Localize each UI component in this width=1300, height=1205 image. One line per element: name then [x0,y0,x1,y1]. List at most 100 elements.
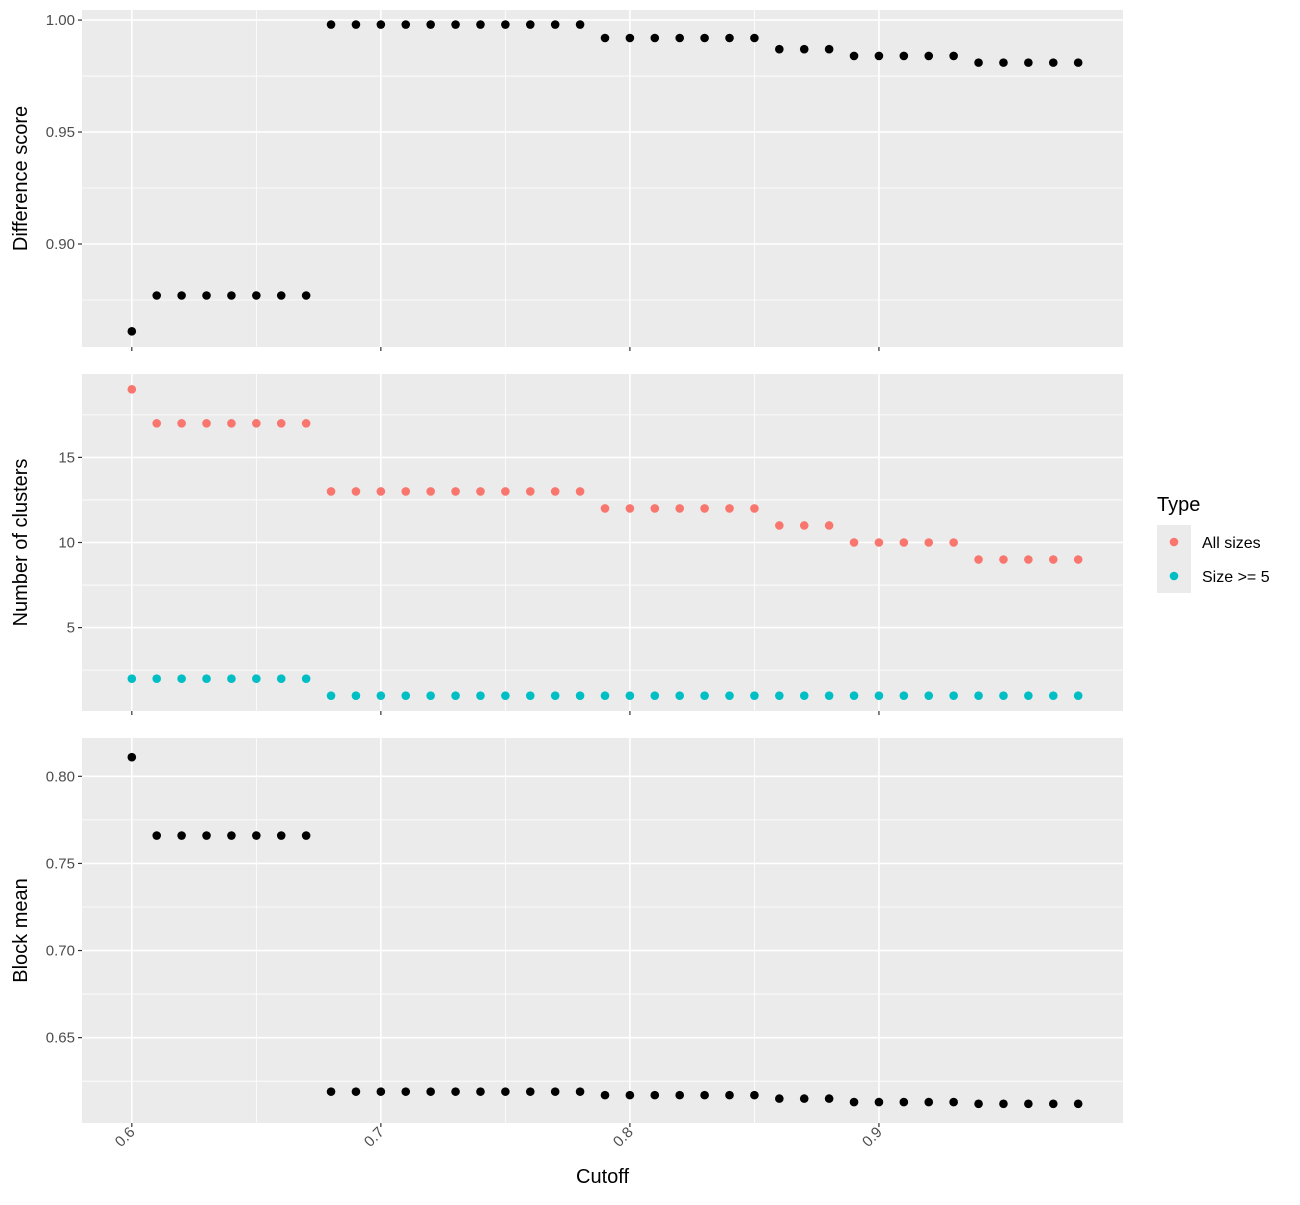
y-tick-label: 0.80 [46,768,75,785]
data-point [725,33,734,43]
data-point [899,691,909,700]
data-point [376,20,386,29]
data-point [775,521,784,530]
data-point [974,555,983,564]
data-point [675,504,685,513]
data-point [451,20,460,29]
data-point [252,291,261,300]
data-point [501,487,510,496]
data-point [202,831,211,840]
data-point [924,691,934,700]
data-point [202,291,211,300]
data-point [725,691,734,700]
data-point [1024,58,1033,67]
data-point [675,33,685,43]
data-point [949,538,958,547]
data-point [1024,555,1033,564]
data-point [501,691,510,700]
data-point [1073,555,1083,564]
data-point [849,538,859,547]
data-point [874,51,884,61]
y-axis-title: Block mean [10,878,32,983]
data-point [252,831,261,840]
data-point [301,419,311,428]
data-point [924,538,934,547]
data-point [301,831,311,840]
data-point [376,691,386,700]
data-point [227,419,236,428]
data-point [750,504,759,513]
data-point [949,1097,958,1107]
data-point [202,674,211,683]
legend-label: All sizes [1202,535,1261,552]
data-point [501,1087,510,1096]
data-point [376,1087,386,1096]
data-point [999,555,1008,564]
legend-marker [1169,537,1179,547]
data-point [401,20,411,29]
data-point [824,691,834,700]
data-point [227,291,236,300]
data-point [874,691,884,700]
panel-1: 0.90 0.95 1.00 Difference score [10,10,1123,351]
data-point [252,419,261,428]
data-point [999,1099,1008,1109]
x-tick-label: 0.6 [112,1124,139,1151]
data-point [849,51,859,61]
data-point [1073,691,1083,700]
data-point [575,1087,585,1096]
y-tick-label: 15 [58,449,75,466]
data-point [127,385,137,394]
data-point [650,1090,660,1100]
data-point [650,504,660,513]
data-point [202,419,211,428]
data-point [1073,58,1083,67]
data-point [127,752,137,762]
data-point [799,1094,809,1103]
data-point [650,691,660,700]
data-point [326,1087,336,1096]
data-point [625,691,635,700]
data-point [276,419,286,428]
data-point [1024,1099,1033,1109]
data-point [700,33,709,43]
legend-marker [1169,571,1179,581]
data-point [849,1097,859,1107]
data-point [152,831,162,840]
y-tick-label: 0.65 [46,1030,75,1047]
data-point [625,33,635,43]
data-point [700,1090,709,1100]
legend: Type All sizes Size >= 5 [1157,494,1270,593]
data-point [525,1087,535,1096]
data-point [799,691,809,700]
data-point [426,20,435,29]
data-point [401,1087,411,1096]
series-2 [127,674,1083,700]
y-tick-label: 5 [67,620,75,637]
data-point [949,51,958,61]
data-point [974,691,983,700]
data-point [575,20,585,29]
data-point [476,487,485,496]
panel-3: 0.65 0.70 0.75 0.80 Block mean [10,738,1123,1127]
y-tick-label: 1.00 [46,12,75,29]
data-point [1073,1099,1083,1109]
data-point [177,831,186,840]
data-point [525,487,535,496]
data-point [775,691,784,700]
legend-title: Type [1157,494,1200,516]
data-point [152,419,162,428]
data-point [501,20,510,29]
data-point [600,691,610,700]
panel-background [82,10,1123,347]
data-point [401,487,411,496]
panel-background [82,738,1123,1123]
x-axis-title: Cutoff [576,1166,629,1188]
series-1 [127,752,1083,1109]
data-point [426,487,435,496]
data-point [227,674,236,683]
data-point [824,521,834,530]
data-point [276,831,286,840]
data-point [127,674,137,683]
